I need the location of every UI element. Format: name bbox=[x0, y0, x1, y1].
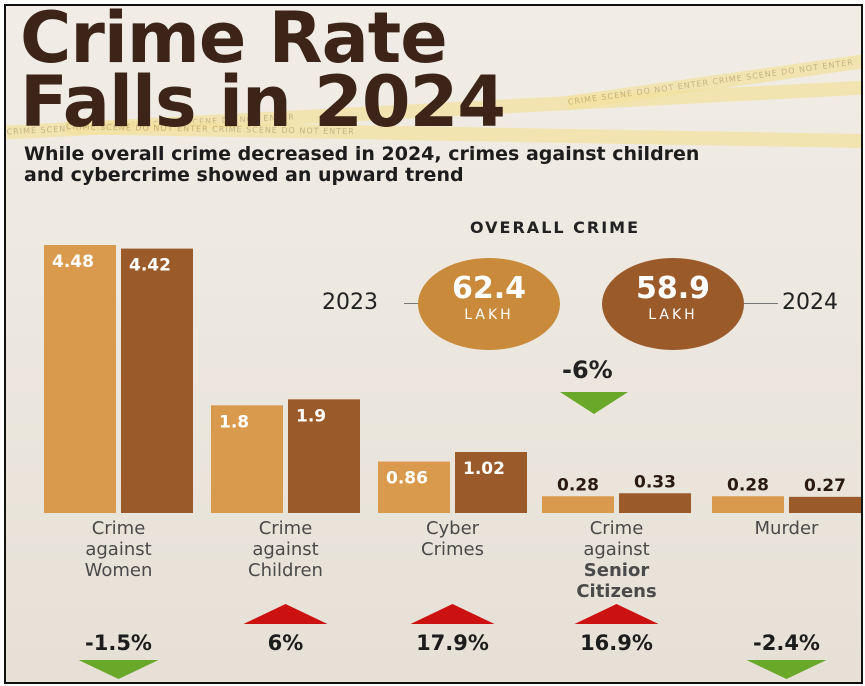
up-arrow-icon bbox=[243, 604, 328, 624]
down-arrow-icon bbox=[78, 660, 159, 679]
down-arrow-icon bbox=[746, 660, 827, 679]
overall-2024-unit: LAKH bbox=[648, 307, 698, 323]
up-arrow-icon bbox=[574, 604, 659, 624]
category-label: against bbox=[583, 539, 649, 560]
bar-value-label: 0.28 bbox=[727, 475, 769, 495]
change-label: 16.9% bbox=[580, 631, 653, 655]
category-label: Crime bbox=[590, 518, 644, 539]
category-label: Cyber bbox=[426, 518, 480, 539]
category-label: Children bbox=[248, 560, 323, 581]
overall-2024-circle: 58.9 LAKH bbox=[602, 258, 744, 350]
year-label-2024: 2024 bbox=[782, 290, 838, 315]
bar-2024-3 bbox=[455, 451, 527, 513]
bar-2024-4 bbox=[619, 493, 691, 513]
overall-down-arrow-icon bbox=[560, 392, 628, 414]
subtitle: While overall crime decreased in 2024, c… bbox=[24, 143, 700, 186]
category-label: Citizens bbox=[576, 581, 656, 602]
up-arrow-icon bbox=[410, 604, 495, 624]
change-label: -1.5% bbox=[85, 631, 152, 655]
bar-value-label: 0.28 bbox=[557, 475, 599, 495]
category-label: Senior bbox=[584, 560, 650, 581]
overall-crime-title: OVERALL CRIME bbox=[470, 218, 641, 237]
overall-change-label: -6% bbox=[562, 356, 613, 384]
bar-value-label: 1.9 bbox=[296, 406, 326, 426]
category-label: against bbox=[252, 539, 318, 560]
overall-2024-value: 58.9 bbox=[635, 271, 711, 306]
infographic-frame: CRIME SCENE DO NOT ENTER CRIME SCENE DO … bbox=[4, 4, 863, 684]
overall-2023-value: 62.4 bbox=[451, 271, 527, 306]
bar-2023-4 bbox=[542, 496, 614, 513]
bar-2023-1 bbox=[44, 245, 116, 513]
bar-value-label: 0.33 bbox=[634, 472, 676, 492]
bar-2023-2 bbox=[211, 405, 283, 513]
category-label: against bbox=[85, 539, 151, 560]
bar-value-label: 0.27 bbox=[804, 476, 846, 496]
category-label: Crime bbox=[92, 518, 146, 539]
category-label: Crimes bbox=[421, 539, 484, 560]
title-line-1: Crime Rate bbox=[20, 4, 448, 79]
bar-2023-3 bbox=[378, 461, 450, 513]
category-label: Murder bbox=[755, 518, 820, 539]
bar-2023-5 bbox=[712, 496, 784, 513]
bar-value-label: 1.02 bbox=[463, 459, 505, 479]
title-line-2: Falls in 2024 bbox=[20, 61, 506, 143]
bar-2024-2 bbox=[288, 399, 360, 513]
overall-2023-unit: LAKH bbox=[464, 307, 514, 323]
bar-2024-5 bbox=[789, 496, 861, 513]
change-label: 6% bbox=[268, 631, 304, 655]
change-label: 17.9% bbox=[416, 631, 489, 655]
bar-value-label: 4.42 bbox=[129, 256, 171, 276]
bar-value-label: 4.48 bbox=[52, 252, 94, 272]
leader-line-2023 bbox=[404, 303, 424, 304]
bar-value-label: 1.8 bbox=[219, 412, 249, 432]
bar-value-label: 0.86 bbox=[386, 469, 428, 489]
bar-2024-1 bbox=[121, 248, 193, 513]
category-label: Crime bbox=[259, 518, 313, 539]
leader-line-2024 bbox=[742, 303, 778, 304]
year-label-2023: 2023 bbox=[322, 290, 378, 315]
category-label: Women bbox=[85, 560, 153, 581]
page-title: Crime Rate Falls in 2024 bbox=[20, 4, 506, 143]
overall-2023-circle: 62.4 LAKH bbox=[418, 258, 560, 350]
change-label: -2.4% bbox=[753, 631, 820, 655]
